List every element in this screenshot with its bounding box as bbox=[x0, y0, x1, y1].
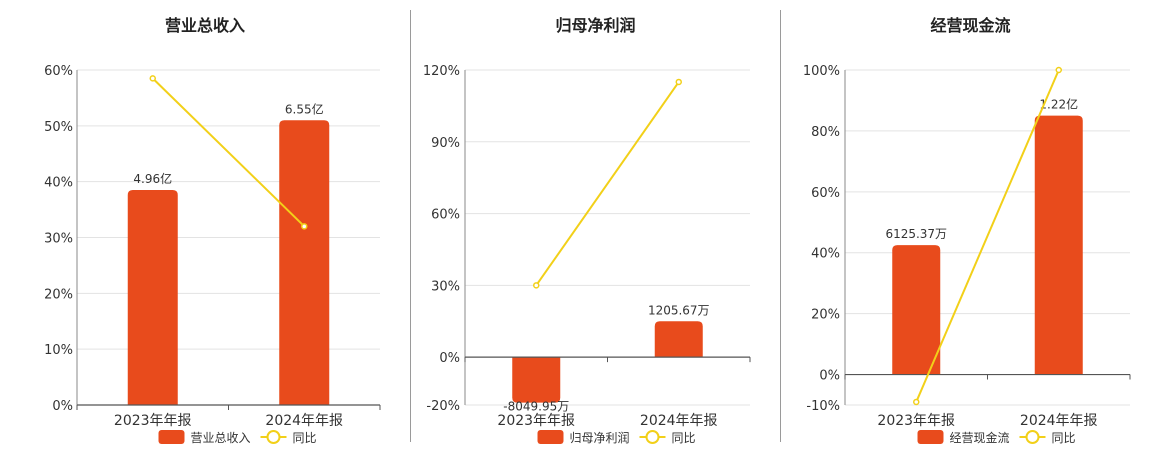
bar bbox=[279, 120, 330, 405]
x-tick-label: 2024年年报 bbox=[265, 413, 343, 429]
y-tick-label: 120% bbox=[423, 64, 460, 79]
legend-bar-swatch bbox=[158, 430, 185, 444]
line-point bbox=[1055, 66, 1062, 74]
legend-line-label: 同比 bbox=[672, 431, 696, 445]
bar-value-label: 6125.37万 bbox=[885, 227, 947, 241]
chart-title: 经营现金流 bbox=[930, 16, 1011, 35]
panel-divider bbox=[410, 10, 411, 442]
y-tick-label: 60% bbox=[811, 186, 840, 201]
chart-title: 归母净利润 bbox=[555, 16, 636, 35]
y-tick-label: 80% bbox=[811, 125, 840, 140]
legend-bar-label: 营业总收入 bbox=[191, 431, 251, 445]
x-tick-label: 2024年年报 bbox=[640, 413, 718, 429]
y-tick-label: 30% bbox=[431, 279, 460, 294]
x-tick-label: 2023年年报 bbox=[877, 413, 955, 429]
line-point bbox=[913, 398, 920, 406]
legend-line-label: 同比 bbox=[1052, 431, 1076, 445]
x-tick-label: 2023年年报 bbox=[497, 413, 575, 429]
y-tick-label: 30% bbox=[44, 232, 73, 247]
chart-svg: 120% 90% 60% 30% 0% -20% -8049.95万 1205.67万 2023… bbox=[423, 64, 751, 445]
y-tick-label: 20% bbox=[811, 308, 840, 323]
series-line bbox=[535, 81, 680, 286]
bar-value-label: -8049.95万 bbox=[503, 400, 569, 414]
bar-value-label: 1205.67万 bbox=[648, 303, 710, 317]
bar bbox=[127, 190, 178, 405]
legend-line-marker bbox=[645, 430, 660, 444]
y-tick-label: 0% bbox=[819, 369, 840, 384]
y-tick-label: 10% bbox=[44, 343, 73, 358]
y-tick-label: 0% bbox=[439, 351, 460, 366]
y-tick-label: 50% bbox=[44, 120, 73, 135]
series-line bbox=[152, 77, 305, 228]
legend-bar-label: 经营现金流 bbox=[950, 430, 1010, 445]
y-tick-label: -10% bbox=[806, 399, 840, 414]
chart-title: 营业总收入 bbox=[164, 16, 245, 35]
legend-bar-label: 归母净利润 bbox=[570, 431, 630, 445]
bar bbox=[892, 245, 941, 375]
chart-panel-net-profit: 归母净利润 120% 90% 60% 30% 0% -20% -8049.95万 1205.6… bbox=[411, 0, 780, 450]
line-point bbox=[533, 282, 540, 289]
legend-line-marker bbox=[266, 430, 281, 444]
y-tick-label: 20% bbox=[44, 287, 73, 302]
legend-bar-swatch bbox=[537, 430, 564, 444]
chart-panel-cashflow: 经营现金流 100% 80% 60% 40% 20% 0% -10% 6125.37万 1.22… bbox=[781, 0, 1160, 450]
x-tick-label: 2024年年报 bbox=[1020, 413, 1098, 429]
y-tick-label: -20% bbox=[426, 399, 460, 414]
bar bbox=[654, 321, 703, 358]
series-line bbox=[915, 69, 1060, 403]
y-tick-label: 60% bbox=[431, 208, 460, 223]
y-tick-label: 0% bbox=[52, 399, 73, 414]
chart-panel-revenue: 营业总收入 60% 50% 40% 30% 20% 10% 0% 4.96亿 6.55亿 2023… bbox=[0, 0, 410, 450]
bar bbox=[512, 357, 561, 403]
bar-value-label: 6.55亿 bbox=[285, 101, 324, 116]
y-tick-label: 40% bbox=[811, 247, 840, 262]
line-point bbox=[149, 75, 156, 82]
bar-value-label: 4.96亿 bbox=[133, 171, 172, 186]
line-point bbox=[675, 78, 682, 86]
legend-bar-swatch bbox=[917, 430, 944, 444]
panel-divider bbox=[780, 10, 781, 442]
line-point bbox=[301, 223, 308, 230]
x-tick-label: 2023年年报 bbox=[114, 413, 192, 429]
y-tick-label: 60% bbox=[44, 64, 73, 79]
y-tick-label: 90% bbox=[431, 136, 460, 151]
chart-svg: 60% 50% 40% 30% 20% 10% 0% 4.96亿 6.55亿 2023年年报 202… bbox=[44, 64, 381, 445]
legend-line-marker bbox=[1025, 430, 1040, 444]
bar-value-label: 1.22亿 bbox=[1039, 97, 1078, 112]
bar bbox=[1034, 115, 1083, 375]
chart-svg: 100% 80% 60% 40% 20% 0% -10% 6125.37万 1.22亿 2023年… bbox=[803, 64, 1131, 445]
legend-line-label: 同比 bbox=[293, 431, 317, 445]
y-tick-label: 40% bbox=[44, 176, 73, 191]
y-tick-label: 100% bbox=[803, 64, 840, 79]
